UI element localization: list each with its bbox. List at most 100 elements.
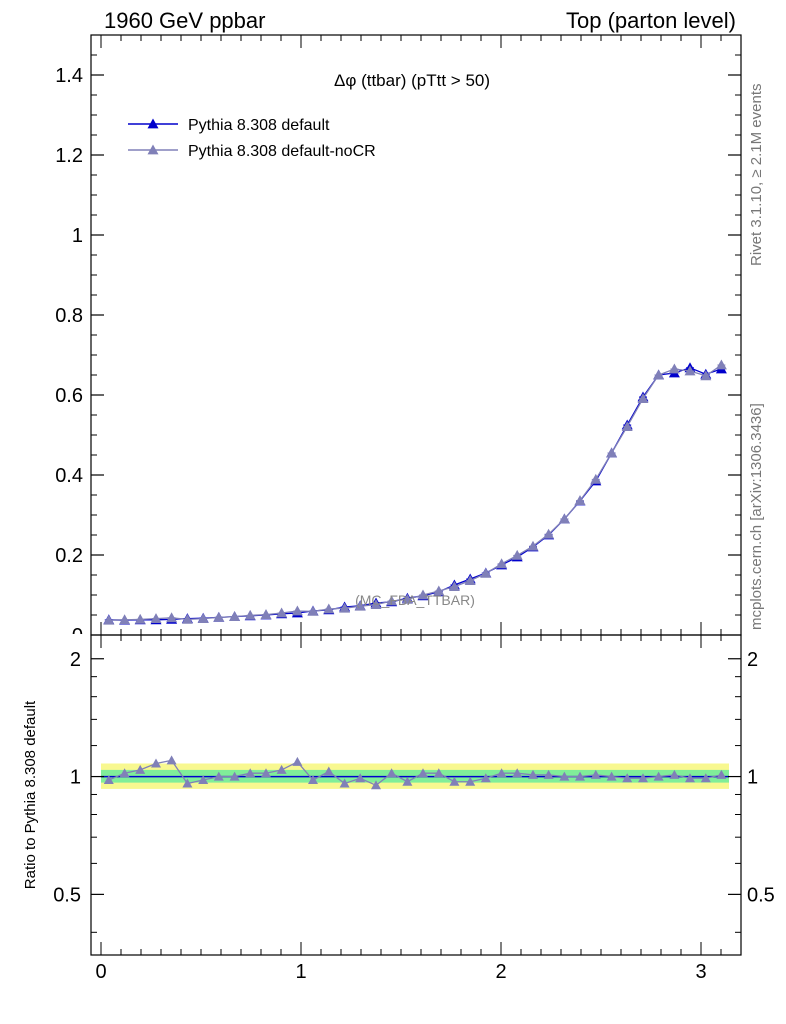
data-point-nocr — [119, 614, 131, 625]
data-point-nocr — [213, 611, 225, 622]
main-y-tick-label: 1.2 — [55, 145, 83, 167]
ratio-data-point — [528, 769, 538, 779]
data-point-nocr — [715, 359, 727, 370]
main-y-tick-label: 0.8 — [55, 305, 83, 327]
data-point-nocr — [276, 607, 288, 618]
ratio-data-point — [371, 780, 381, 790]
series-line-default — [108, 367, 722, 621]
data-point-nocr — [700, 370, 712, 381]
ratio-data-point — [606, 771, 617, 781]
ratio-data-point — [512, 768, 523, 778]
data-point-nocr — [668, 363, 680, 374]
data-point-nocr — [527, 540, 539, 551]
data-point-nocr — [181, 613, 193, 624]
ratio-data-point — [182, 778, 193, 788]
ratio-data-point — [386, 768, 397, 778]
ratio-data-point — [716, 769, 727, 779]
header-left-label: 1960 GeV ppbar — [104, 8, 266, 33]
data-point-nocr — [307, 605, 319, 616]
legend-marker — [147, 144, 159, 155]
series-line-nocr — [108, 364, 722, 621]
data-point-nocr — [574, 495, 586, 505]
data-point-nocr — [386, 595, 398, 606]
ratio-data-point — [465, 776, 476, 786]
data-point-nocr — [197, 613, 209, 623]
data-point-nocr — [543, 528, 555, 539]
ratio-data-point — [480, 773, 491, 783]
ratio-data-point — [496, 768, 507, 778]
ratio-data-point — [166, 755, 177, 765]
ratio-data-point — [575, 771, 585, 781]
main-y-tick-label: 1 — [72, 225, 83, 247]
ratio-data-point — [292, 756, 303, 766]
data-point-nocr — [260, 609, 272, 619]
ratio-data-point — [622, 773, 633, 783]
x-tick-label: 0 — [95, 961, 106, 983]
data-point-nocr — [433, 585, 445, 596]
rivet-version-label: Rivet 3.1.10, ≥ 2.1M events — [748, 83, 765, 267]
ratio-data-point — [245, 768, 256, 778]
x-tick-label: 2 — [495, 961, 506, 983]
x-tick-label: 1 — [295, 961, 306, 983]
data-point-nocr — [339, 602, 351, 613]
data-point-nocr — [291, 605, 303, 616]
ratio-data-point — [213, 771, 224, 781]
data-point-nocr — [370, 599, 382, 609]
ratio-data-point — [339, 778, 350, 788]
data-point-nocr — [496, 558, 508, 569]
ratio-data-point — [151, 758, 161, 768]
ratio-plot-frame — [90, 634, 742, 956]
ratio-y-tick-label-left: 0.5 — [53, 884, 81, 906]
ratio-data-point — [198, 774, 209, 784]
mcplots-label: mcplots.cern.ch [arXiv:1306.3436] — [748, 403, 765, 630]
data-point-nocr — [323, 603, 335, 614]
data-point-nocr — [229, 611, 241, 621]
data-point-nocr — [606, 447, 618, 458]
plot-title: Δφ (ttbar) (pTtt > 50) — [334, 71, 490, 90]
data-point-nocr — [621, 421, 633, 431]
data-point-nocr — [558, 513, 570, 524]
ratio-data-point — [638, 773, 648, 783]
data-point-nocr — [134, 613, 146, 624]
ratio-y-tick-label-left: 2 — [70, 649, 81, 671]
data-point-nocr — [417, 589, 429, 600]
ratio-data-point — [449, 776, 460, 786]
data-point-nocr — [511, 549, 523, 560]
data-point-nocr — [103, 614, 115, 625]
ratio-data-point — [418, 768, 428, 778]
main-y-tick-label: 0.4 — [55, 465, 83, 487]
ratio-data-point — [653, 771, 664, 781]
main-y-tick-label: 0.2 — [55, 545, 83, 567]
main-y-tick-label: 0.6 — [55, 385, 83, 407]
ratio-y-axis-label: Ratio to Pythia 8.308 default — [22, 700, 39, 889]
data-point-nocr — [684, 365, 696, 376]
legend-label: Pythia 8.308 default — [188, 117, 330, 134]
main-y-tick-label: 1.4 — [55, 65, 83, 87]
ratio-data-point — [119, 768, 130, 778]
ratio-y-tick-label-right: 1 — [747, 767, 758, 789]
data-point-nocr — [590, 473, 602, 484]
data-point-nocr — [464, 575, 476, 585]
ratio-data-point — [543, 769, 554, 779]
ratio-data-point — [700, 773, 711, 783]
ratio-series-line — [108, 759, 722, 787]
main-y-tick-label: 0 — [72, 625, 83, 647]
ratio-y-tick-label-left: 1 — [70, 767, 81, 789]
ratio-data-point — [323, 766, 334, 776]
ratio-data-point — [355, 773, 366, 783]
analysis-watermark: (MC_FBA_TTBAR) — [355, 592, 475, 608]
ratio-data-point — [229, 771, 240, 781]
ratio-data-point — [261, 768, 271, 778]
ratio-y-tick-label-right: 0.5 — [747, 884, 775, 906]
legend-label: Pythia 8.308 default-noCR — [188, 143, 376, 160]
data-point-nocr — [653, 369, 665, 380]
ratio-data-point — [308, 774, 318, 784]
data-point-nocr — [244, 609, 256, 620]
data-point-nocr — [637, 393, 649, 403]
data-point-nocr — [354, 600, 366, 611]
data-point-nocr — [150, 613, 162, 623]
ratio-data-point — [685, 773, 695, 783]
x-tick-label: 3 — [695, 961, 706, 983]
data-point-nocr — [480, 567, 492, 578]
